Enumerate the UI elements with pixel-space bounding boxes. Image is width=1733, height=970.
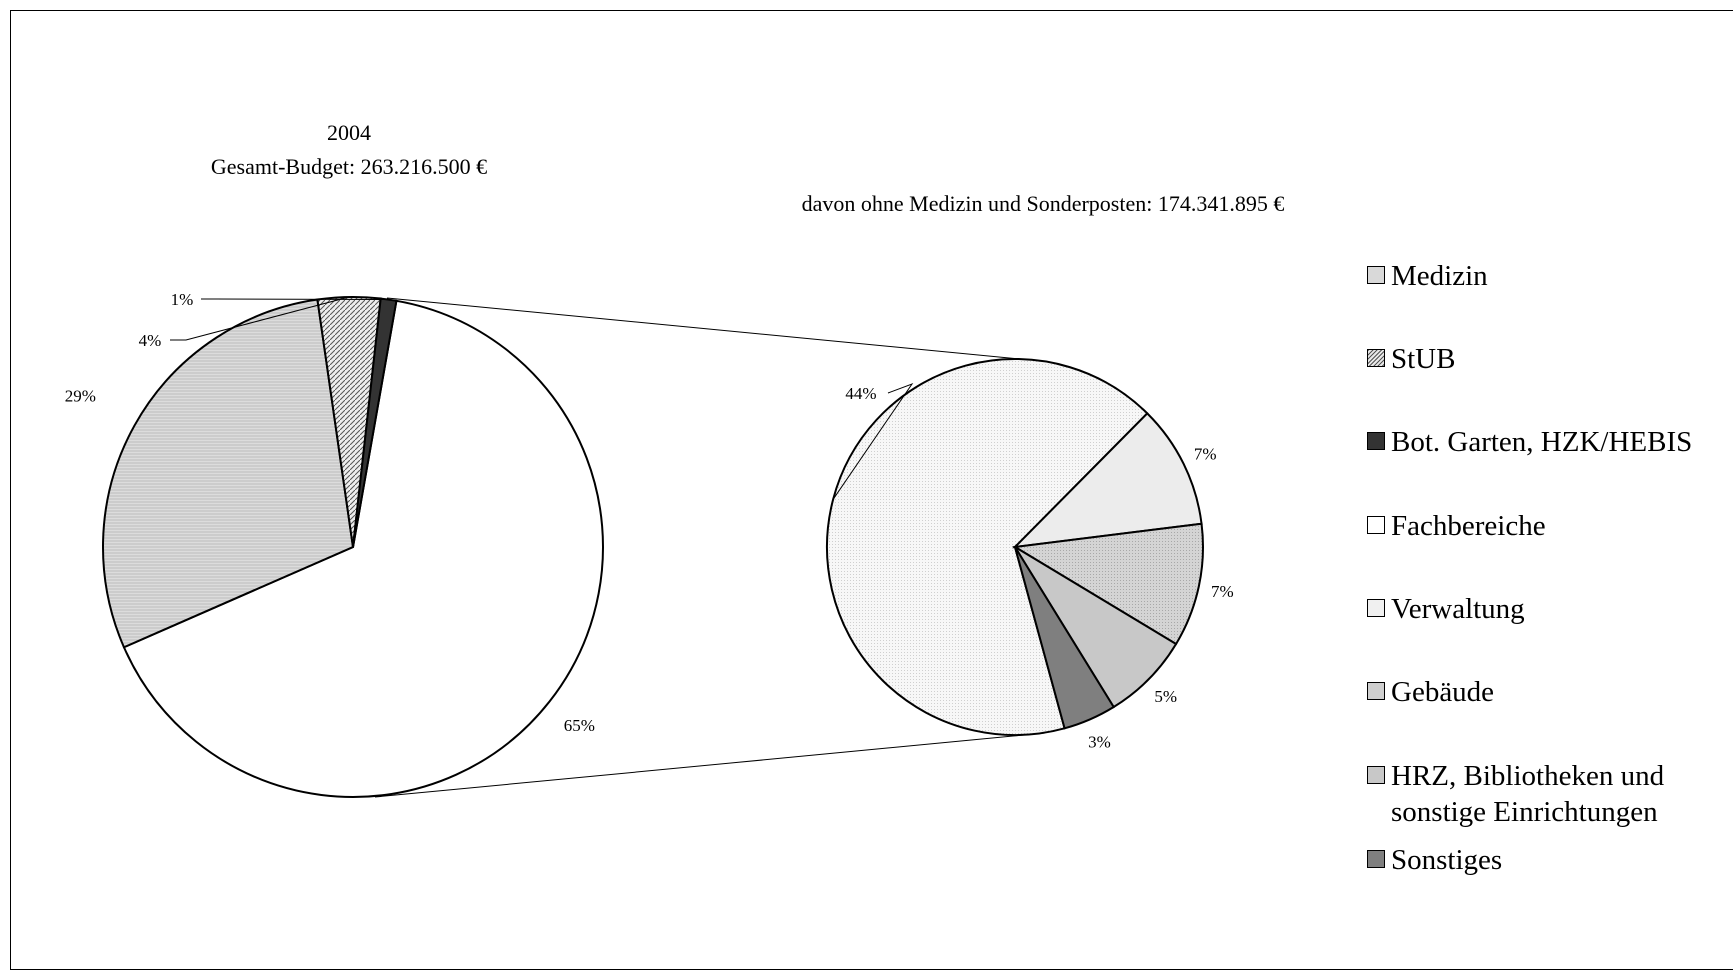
pie-connector-lines bbox=[374, 297, 1046, 798]
slice-label: 1% bbox=[171, 290, 194, 309]
left-chart-subtitle: Gesamt-Budget: 263.216.500 € bbox=[211, 154, 487, 179]
connector-line-bottom bbox=[374, 732, 1046, 798]
pie-slice-medizin bbox=[102, 298, 355, 649]
label-leader-line bbox=[201, 298, 389, 301]
legend-swatch bbox=[1367, 682, 1385, 700]
secondary-pie: 44% 7% 7% 5% 3% bbox=[826, 358, 1234, 751]
legend-item-medizin: Medizin bbox=[1367, 258, 1488, 294]
legend-label: Gebäude bbox=[1391, 676, 1495, 708]
legend-item-fachbereiche: Fachbereiche bbox=[1367, 508, 1546, 544]
legend-label: Fachbereiche bbox=[1391, 510, 1546, 542]
pie-slice-verwaltung bbox=[1012, 411, 1203, 549]
legend-item-bot-garten: Bot. Garten, HZK/HEBIS bbox=[1367, 424, 1692, 460]
legend-swatch bbox=[1367, 432, 1385, 450]
legend-item-verwaltung: Verwaltung bbox=[1367, 591, 1525, 627]
legend-swatch bbox=[1367, 266, 1385, 284]
slice-label: 7% bbox=[1211, 582, 1234, 601]
legend-item-stub: StUB bbox=[1367, 341, 1455, 377]
legend-swatch bbox=[1367, 850, 1385, 868]
left-chart-title: 2004 bbox=[327, 120, 371, 145]
pie-slice-fachbereiche bbox=[122, 299, 604, 798]
label-leader-line bbox=[170, 296, 350, 341]
slice-label: 44% bbox=[845, 384, 876, 403]
legend-label: Bot. Garten, HZK/HEBIS bbox=[1391, 426, 1693, 458]
legend-label: HRZ, Bibliotheken und sonstige Einrichtu… bbox=[1391, 760, 1665, 828]
legend-label: Sonstiges bbox=[1391, 844, 1503, 876]
pie-slice-bot-garten-hzk-hebis bbox=[352, 297, 398, 548]
legend-label: StUB bbox=[1391, 343, 1456, 375]
pie-slice-geb-ude bbox=[1012, 522, 1204, 646]
right-chart-title: davon ohne Medizin und Sonderposten: 174… bbox=[802, 191, 1285, 216]
legend-item-hrz: HRZ, Bibliotheken und sonstige Einrichtu… bbox=[1367, 758, 1664, 830]
legend-label: Verwaltung bbox=[1391, 593, 1525, 625]
legend-item-gebaeude: Gebäude bbox=[1367, 674, 1494, 710]
legend-swatch bbox=[1367, 349, 1385, 367]
slice-label: 29% bbox=[65, 386, 96, 405]
slice-label: 7% bbox=[1194, 444, 1217, 463]
slice-label: 4% bbox=[139, 331, 162, 350]
legend-item-sonstiges: Sonstiges bbox=[1367, 842, 1502, 878]
slice-label: 65% bbox=[564, 716, 595, 735]
slice-label: 3% bbox=[1088, 732, 1111, 751]
label-leader-line bbox=[832, 382, 914, 500]
legend-swatch bbox=[1367, 766, 1385, 784]
main-pie: 65% 29% 4% 1% bbox=[65, 290, 604, 798]
connector-line-top bbox=[386, 297, 1021, 360]
pie-slice-sonstiges bbox=[1014, 546, 1116, 730]
legend-swatch bbox=[1367, 599, 1385, 617]
legend-swatch bbox=[1367, 516, 1385, 534]
legend-label: Medizin bbox=[1391, 260, 1488, 292]
slice-label: 5% bbox=[1154, 687, 1177, 706]
